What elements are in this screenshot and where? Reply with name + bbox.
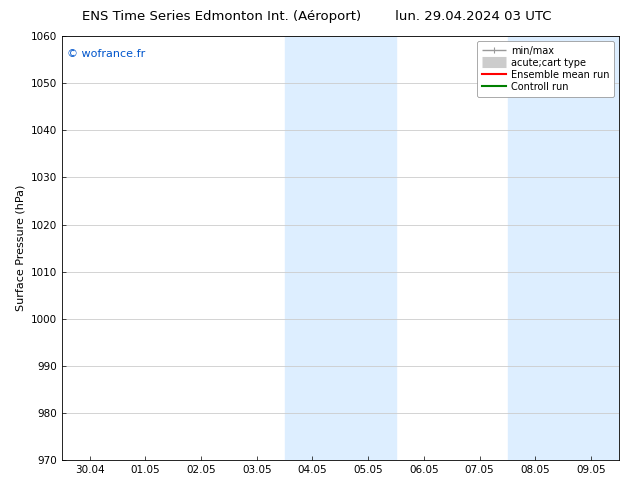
Text: ENS Time Series Edmonton Int. (Aéroport)        lun. 29.04.2024 03 UTC: ENS Time Series Edmonton Int. (Aéroport)… [82, 10, 552, 23]
Bar [563, 36, 619, 460]
Bar [285, 36, 340, 460]
Text: © wofrance.fr: © wofrance.fr [67, 49, 145, 59]
Bar [508, 36, 563, 460]
Y-axis label: Surface Pressure (hPa): Surface Pressure (hPa) [15, 185, 25, 311]
Bar [340, 36, 396, 460]
Legend: min/max, acute;cart type, Ensemble mean run, Controll run: min/max, acute;cart type, Ensemble mean … [477, 41, 614, 97]
